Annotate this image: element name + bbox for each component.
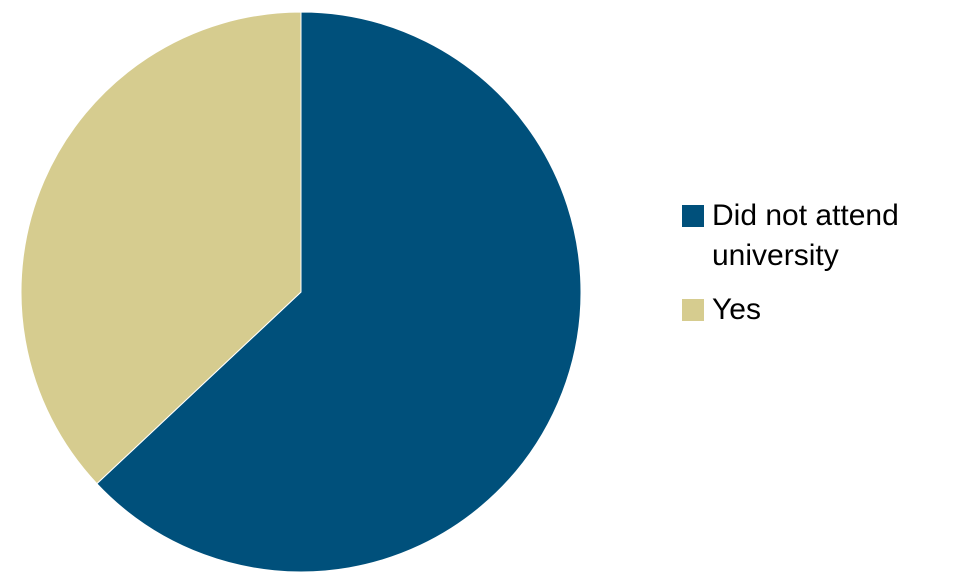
pie-slice-1 <box>20 11 302 485</box>
legend-label-yes: Yes <box>712 293 761 326</box>
legend-swatch-yes <box>682 299 704 321</box>
legend-swatch-did-not-attend <box>682 205 704 227</box>
pie-slice-0 <box>96 11 582 573</box>
legend-item-yes: Yes <box>682 290 962 330</box>
legend-label-did-not-attend: Did not attend university <box>712 199 899 272</box>
legend: Did not attend university Yes <box>682 196 962 344</box>
legend-item-did-not-attend: Did not attend university <box>682 196 962 276</box>
